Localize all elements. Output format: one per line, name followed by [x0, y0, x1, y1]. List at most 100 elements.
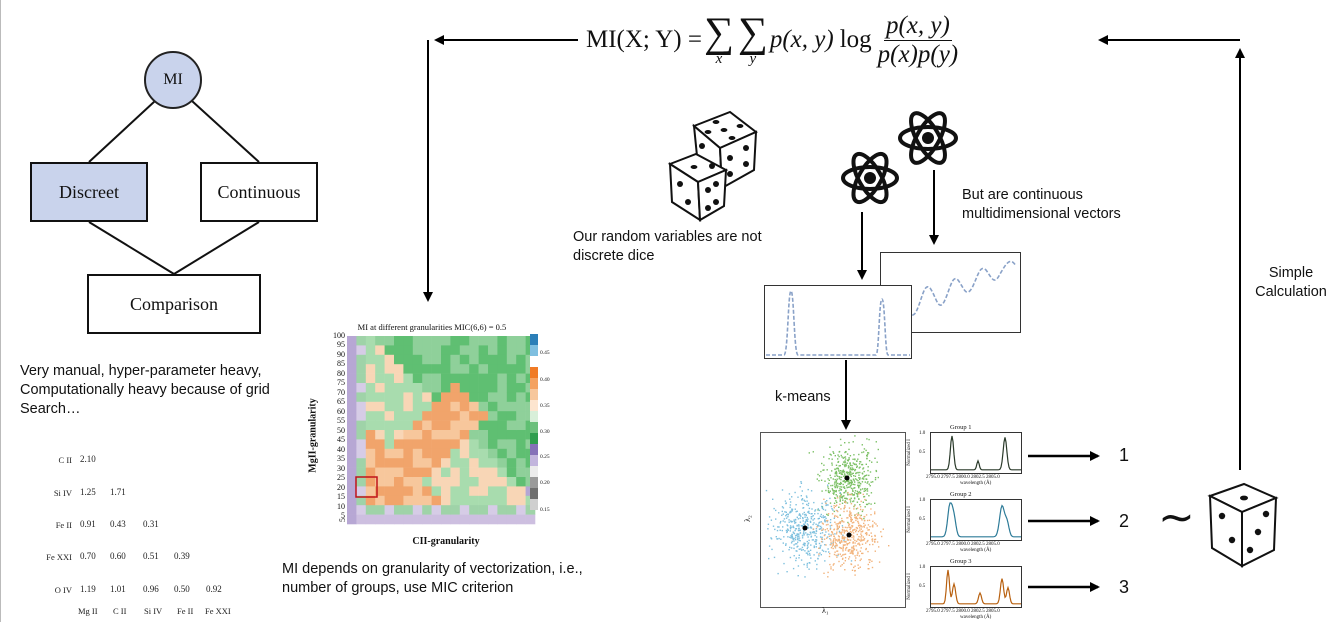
- scatter-point: [850, 550, 853, 553]
- scatter-point: [854, 517, 857, 519]
- scatter-point: [802, 549, 804, 551]
- scatter-point: [874, 457, 876, 459]
- scatter-point: [825, 531, 827, 533]
- scatter-point: [860, 517, 862, 519]
- heatmap-cell: [412, 345, 423, 356]
- scatter-point: [812, 528, 815, 530]
- scatter-point: [840, 478, 842, 481]
- scatter-point: [871, 538, 874, 540]
- scatter-point: [815, 523, 817, 525]
- scatter-point: [824, 534, 826, 536]
- scatter-point: [870, 481, 872, 483]
- heatmap-cell: [356, 514, 367, 525]
- scatter-point: [838, 536, 840, 538]
- scatter-point: [824, 560, 826, 562]
- scatter-point: [765, 489, 768, 492]
- scatter-point: [844, 442, 846, 444]
- scatter-point: [854, 569, 856, 572]
- heatmap-cell: [488, 401, 498, 412]
- scatter-point: [825, 524, 828, 526]
- scatter-point: [869, 471, 872, 473]
- scatter-point: [860, 533, 862, 535]
- heatmap-cell: [497, 345, 508, 356]
- heatmap-cell: [384, 467, 395, 478]
- scatter-point: [835, 482, 837, 484]
- colorbar-segment: [530, 389, 538, 400]
- scatter-xlabel: λ₁: [822, 606, 829, 615]
- scatter-point: [854, 504, 856, 506]
- scatter-point: [833, 528, 836, 530]
- group-ylabel: Normalized I: [906, 439, 912, 466]
- heatmap-cell: [497, 354, 508, 365]
- scatter-point: [844, 506, 846, 508]
- heatmap-ylabel: MgII-granularity: [307, 398, 319, 473]
- heatmap-cell: [422, 458, 432, 468]
- scatter-point: [863, 496, 865, 498]
- scatter-point: [841, 564, 843, 566]
- scatter-point: [830, 547, 833, 549]
- scatter-point: [812, 523, 814, 526]
- y-tick: 30: [337, 464, 345, 473]
- scatter-point: [852, 538, 855, 540]
- scatter-point: [865, 463, 867, 465]
- scatter-point: [821, 541, 824, 543]
- scatter-point: [801, 490, 803, 492]
- scatter-point: [790, 547, 793, 549]
- group-xlabel: wavelength (Å): [960, 615, 992, 620]
- scatter-point: [866, 527, 868, 529]
- scatter-point: [796, 546, 798, 548]
- scatter-point: [838, 560, 840, 563]
- scatter-point: [849, 528, 851, 530]
- scatter-point: [805, 495, 808, 497]
- scatter-point: [826, 528, 828, 530]
- heatmap-cell: [459, 486, 470, 497]
- heatmap-cell: [384, 373, 395, 384]
- scatter-point: [834, 481, 836, 483]
- scatter-point: [857, 538, 860, 540]
- scatter-point: [789, 546, 791, 549]
- scatter-point: [865, 547, 867, 550]
- scatter-point: [818, 555, 820, 557]
- scatter-point: [838, 483, 840, 485]
- scatter-point: [876, 461, 878, 463]
- scatter-point: [874, 538, 877, 540]
- scatter-point: [853, 529, 855, 531]
- scatter-point: [866, 533, 868, 535]
- heatmap-cell: [516, 336, 526, 346]
- scatter-point: [837, 461, 839, 463]
- scatter-point: [857, 567, 860, 569]
- scatter-point: [797, 496, 799, 498]
- scatter-point: [836, 540, 839, 542]
- table-value: 0.70: [80, 551, 96, 561]
- scatter-point: [814, 540, 816, 543]
- scatter-point: [859, 492, 862, 494]
- scatter-point: [846, 544, 848, 546]
- scatter-point: [838, 506, 840, 508]
- scatter-point: [868, 495, 870, 497]
- scatter-point: [842, 495, 844, 498]
- heatmap-cell: [441, 411, 451, 421]
- heatmap-cell: [403, 383, 414, 393]
- heatmap-cell: [347, 420, 357, 431]
- scatter-point: [834, 486, 837, 489]
- heatmap-cell: [506, 430, 517, 440]
- scatter-point: [860, 500, 862, 503]
- scatter-point: [805, 514, 807, 517]
- heatmap-cell: [365, 458, 376, 468]
- scatter-point: [826, 469, 828, 471]
- heatmap-cell: [422, 345, 432, 356]
- scatter-point: [850, 482, 852, 484]
- scatter-point: [837, 510, 839, 513]
- scatter-point: [853, 548, 856, 550]
- heatmap-cell: [412, 420, 423, 431]
- group-xticks: 2795.0 2797.5 2800.0 2802.5 2805.0: [926, 542, 1000, 547]
- scatter-point: [819, 552, 821, 554]
- scatter-point: [831, 462, 833, 464]
- heatmap-cell: [459, 420, 470, 431]
- scatter-point: [839, 522, 841, 525]
- heatmap-cell: [412, 477, 423, 487]
- scatter-point: [880, 531, 882, 533]
- heatmap-cell: [403, 373, 414, 384]
- heatmap-cell: [459, 364, 470, 374]
- scatter-point: [846, 537, 848, 539]
